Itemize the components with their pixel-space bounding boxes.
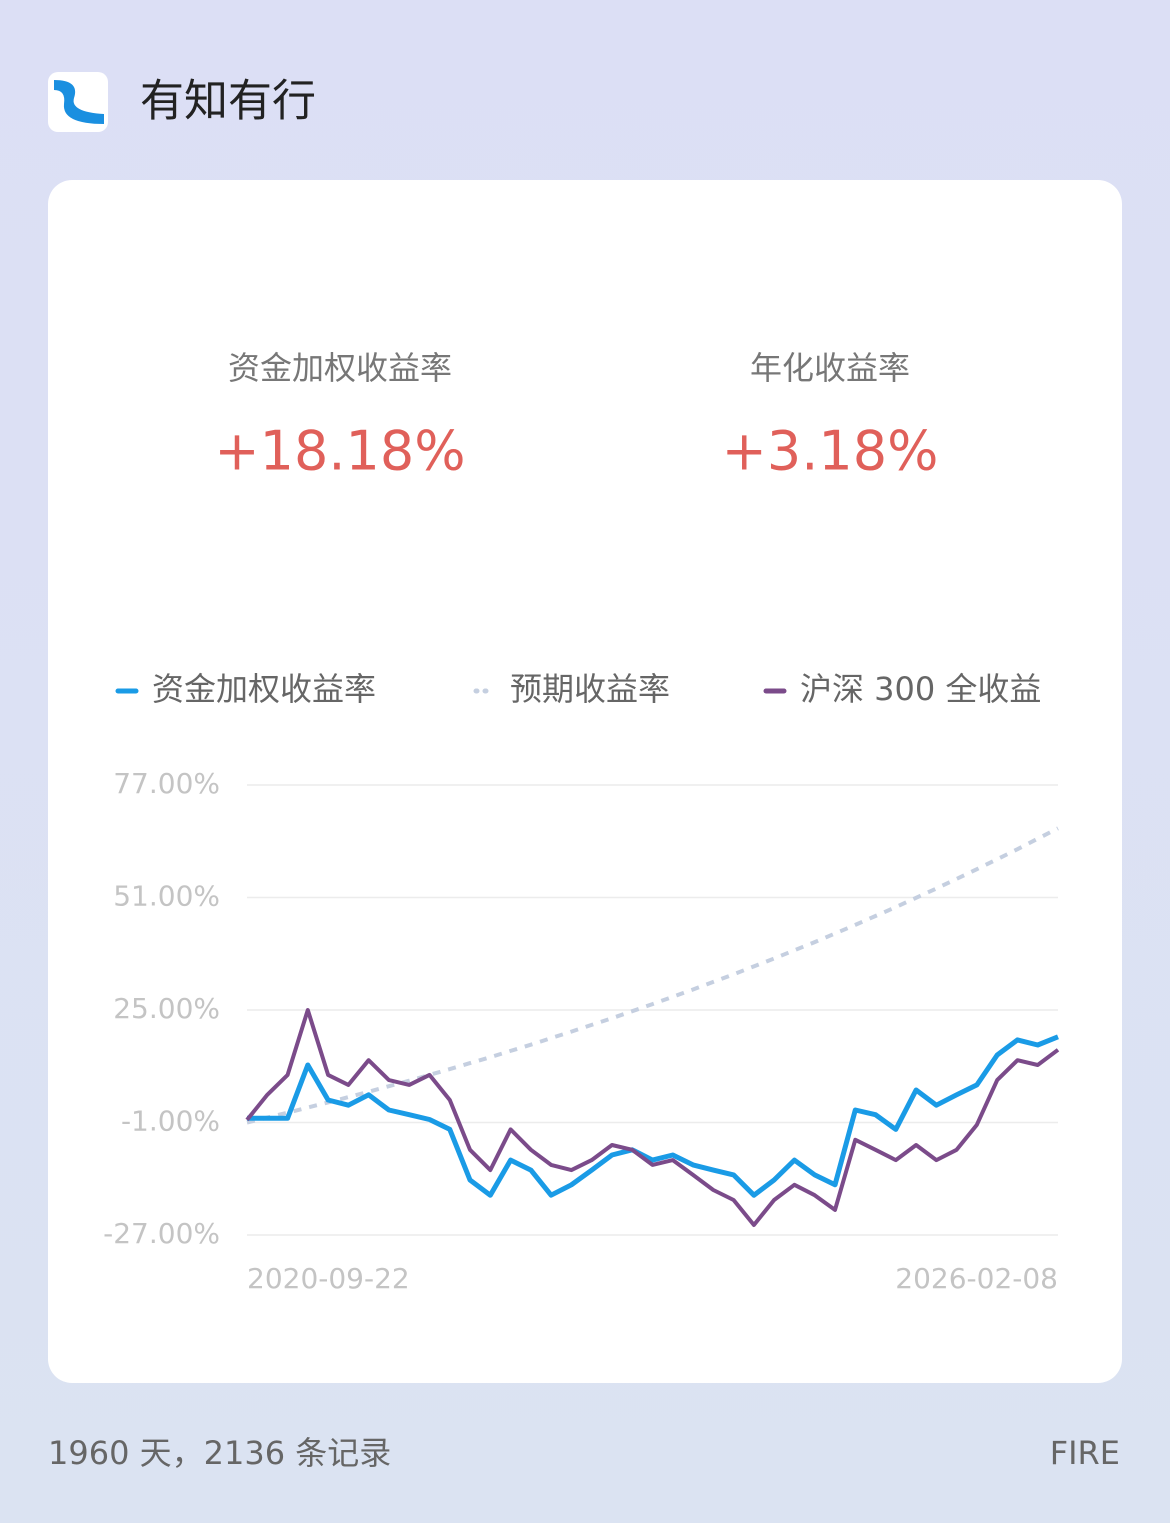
metric-value: +3.18%: [722, 420, 939, 483]
y-tick-label: 77.00%: [113, 767, 220, 800]
x-tick-label: 2026-02-08: [895, 1262, 1058, 1295]
y-tick-label: -1.00%: [121, 1105, 220, 1138]
footer-tag: FIRE: [1050, 1434, 1120, 1472]
chart: 77.00% 51.00% 25.00% -1.00% -27.00% 2020-09-2…: [103, 670, 1060, 1295]
y-tick-label: -27.00%: [103, 1217, 220, 1250]
series-line: [246, 826, 1059, 1125]
legend-label: 预期收益率: [510, 670, 670, 708]
footer-stats: 1960 天，2136 条记录: [48, 1434, 391, 1472]
app-name: 有知有行: [140, 76, 316, 127]
metric-label: 资金加权收益率: [228, 349, 452, 387]
y-tick-label: 51.00%: [113, 880, 220, 913]
series-line: [245, 1008, 1060, 1227]
metric-value: +18.18%: [214, 420, 465, 483]
metric-label: 年化收益率: [750, 349, 910, 387]
legend-label: 沪深 300 全收益: [800, 670, 1041, 708]
series-line: [247, 1034, 1059, 1198]
x-tick-label: 2020-09-22: [247, 1262, 410, 1295]
y-tick-label: 25.00%: [113, 992, 220, 1025]
app-logo-mark: [54, 80, 104, 124]
legend-label: 资金加权收益率: [152, 670, 376, 708]
